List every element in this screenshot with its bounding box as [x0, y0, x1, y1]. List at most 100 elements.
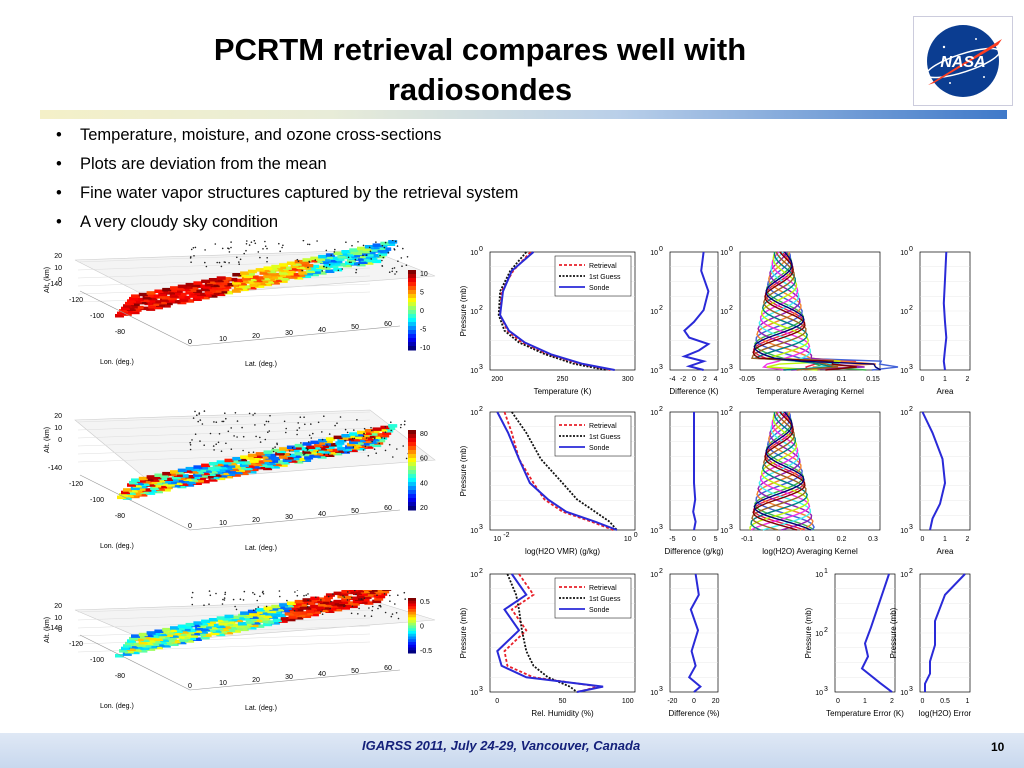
map-data-cell	[131, 294, 140, 298]
map-grid-line	[77, 435, 371, 447]
map-coastline-dot	[248, 412, 251, 415]
map-coastline-dot	[303, 453, 305, 456]
map-data-cell	[310, 604, 320, 609]
map-data-cell	[272, 278, 282, 283]
map-colorbar-swatch	[408, 314, 416, 319]
x-tick-label: 0.1	[805, 536, 815, 543]
series-line	[503, 573, 600, 693]
map-data-cell	[189, 470, 199, 474]
map-data-cell	[150, 486, 160, 490]
map-coastline-dot	[230, 241, 232, 243]
map-data-cell	[152, 640, 162, 644]
map-coastline-dot	[395, 612, 398, 614]
y-tick-label: 10	[900, 572, 908, 579]
map-colorbar-swatch	[408, 609, 416, 613]
map-coastline-dot	[254, 242, 257, 245]
map-data-cell	[214, 462, 224, 467]
map-coastline-dot	[291, 447, 294, 449]
map-data-cell	[319, 608, 329, 613]
map-data-cell	[245, 464, 255, 468]
map-data-cell	[150, 478, 160, 482]
map-data-cell	[323, 263, 333, 268]
map-data-cell	[350, 262, 360, 266]
map-coastline-dot	[343, 596, 346, 598]
map-coastline-dot	[253, 593, 256, 596]
legend-label: 1st Guess	[589, 596, 621, 603]
map-coastline-dot	[198, 412, 201, 414]
x-axis-label: Temperature Error (K)	[826, 709, 904, 718]
map-coastline-dot	[397, 594, 399, 596]
map-data-cell	[325, 261, 335, 265]
map-data-cell	[255, 624, 265, 628]
map-coastline-dot	[371, 609, 374, 612]
map-data-cell	[249, 467, 259, 472]
map-colorbar-swatch	[408, 294, 416, 299]
map-data-cell	[286, 609, 296, 614]
map-coastline-dot	[227, 430, 230, 433]
y-tick-exponent: 3	[479, 686, 483, 693]
map-coastline-dot	[257, 251, 260, 253]
map-data-cell	[179, 298, 189, 302]
map-data-cell	[323, 603, 333, 608]
map-coastline-dot	[391, 240, 394, 242]
map-data-cell	[347, 258, 356, 263]
map-coastline-dot	[397, 260, 399, 262]
map-data-cell	[317, 447, 327, 451]
map-data-cell	[366, 250, 376, 255]
legend-label: Retrieval	[589, 423, 617, 430]
map-data-cell	[355, 590, 364, 593]
map-data-cell	[362, 255, 372, 260]
map-coastline-dot	[327, 453, 330, 456]
map-data-cell	[362, 439, 372, 444]
map-data-cell	[310, 440, 320, 445]
map-data-cell	[189, 478, 199, 482]
map-coastline-dot	[302, 240, 305, 242]
map-coastline-dot	[208, 603, 210, 605]
map-data-cell	[333, 607, 343, 612]
map-data-cell	[119, 309, 128, 313]
map-data-cell	[233, 470, 243, 475]
map-data-cell	[277, 265, 287, 270]
map-data-cell	[170, 626, 179, 630]
averaging-kernel-line	[754, 252, 834, 371]
map-data-cell	[231, 289, 241, 293]
x-tick-label: 0	[836, 698, 840, 705]
map-coastline-dot	[323, 453, 326, 456]
map-data-cell	[173, 289, 183, 293]
map-data-cell	[138, 476, 148, 481]
map-coastline-dot	[373, 437, 376, 440]
map-data-cell	[323, 439, 333, 444]
map-data-cell	[187, 288, 197, 293]
map-data-cell	[243, 614, 253, 619]
map-data-cell	[191, 467, 201, 472]
map-coastline-dot	[325, 266, 328, 269]
map-colorbar-swatch	[408, 506, 416, 511]
y-tick-exponent: 1	[824, 568, 828, 575]
map-data-cell	[284, 603, 294, 608]
map-data-cell	[228, 470, 238, 474]
map-colorbar-swatch	[408, 450, 416, 455]
map-data-cell	[144, 293, 154, 298]
map-data-cell	[235, 284, 245, 288]
map-data-cell	[142, 480, 152, 484]
x-tick-label: 250	[557, 376, 569, 383]
y-tick-label: 10	[650, 690, 658, 697]
map-coastline-dot	[314, 259, 317, 261]
map-coastline-dot	[383, 437, 386, 440]
map-colorbar-tick: 0	[420, 624, 424, 631]
map-data-cell	[296, 457, 306, 462]
map-data-cell	[198, 630, 208, 634]
map-coastline-dot	[245, 249, 247, 252]
map-data-cell	[333, 259, 343, 264]
map-data-cell	[278, 271, 288, 275]
map-colorbar-swatch	[408, 290, 416, 295]
map-data-cell	[251, 457, 261, 461]
map-data-cell	[280, 452, 290, 457]
map-coastline-dot	[328, 433, 331, 435]
map-data-cell	[354, 597, 364, 601]
map-colorbar-swatch	[408, 454, 416, 459]
map-data-cell	[126, 647, 136, 651]
map-coastline-dot	[367, 454, 370, 457]
map-data-cell	[374, 249, 384, 253]
map-data-cell	[341, 450, 350, 454]
